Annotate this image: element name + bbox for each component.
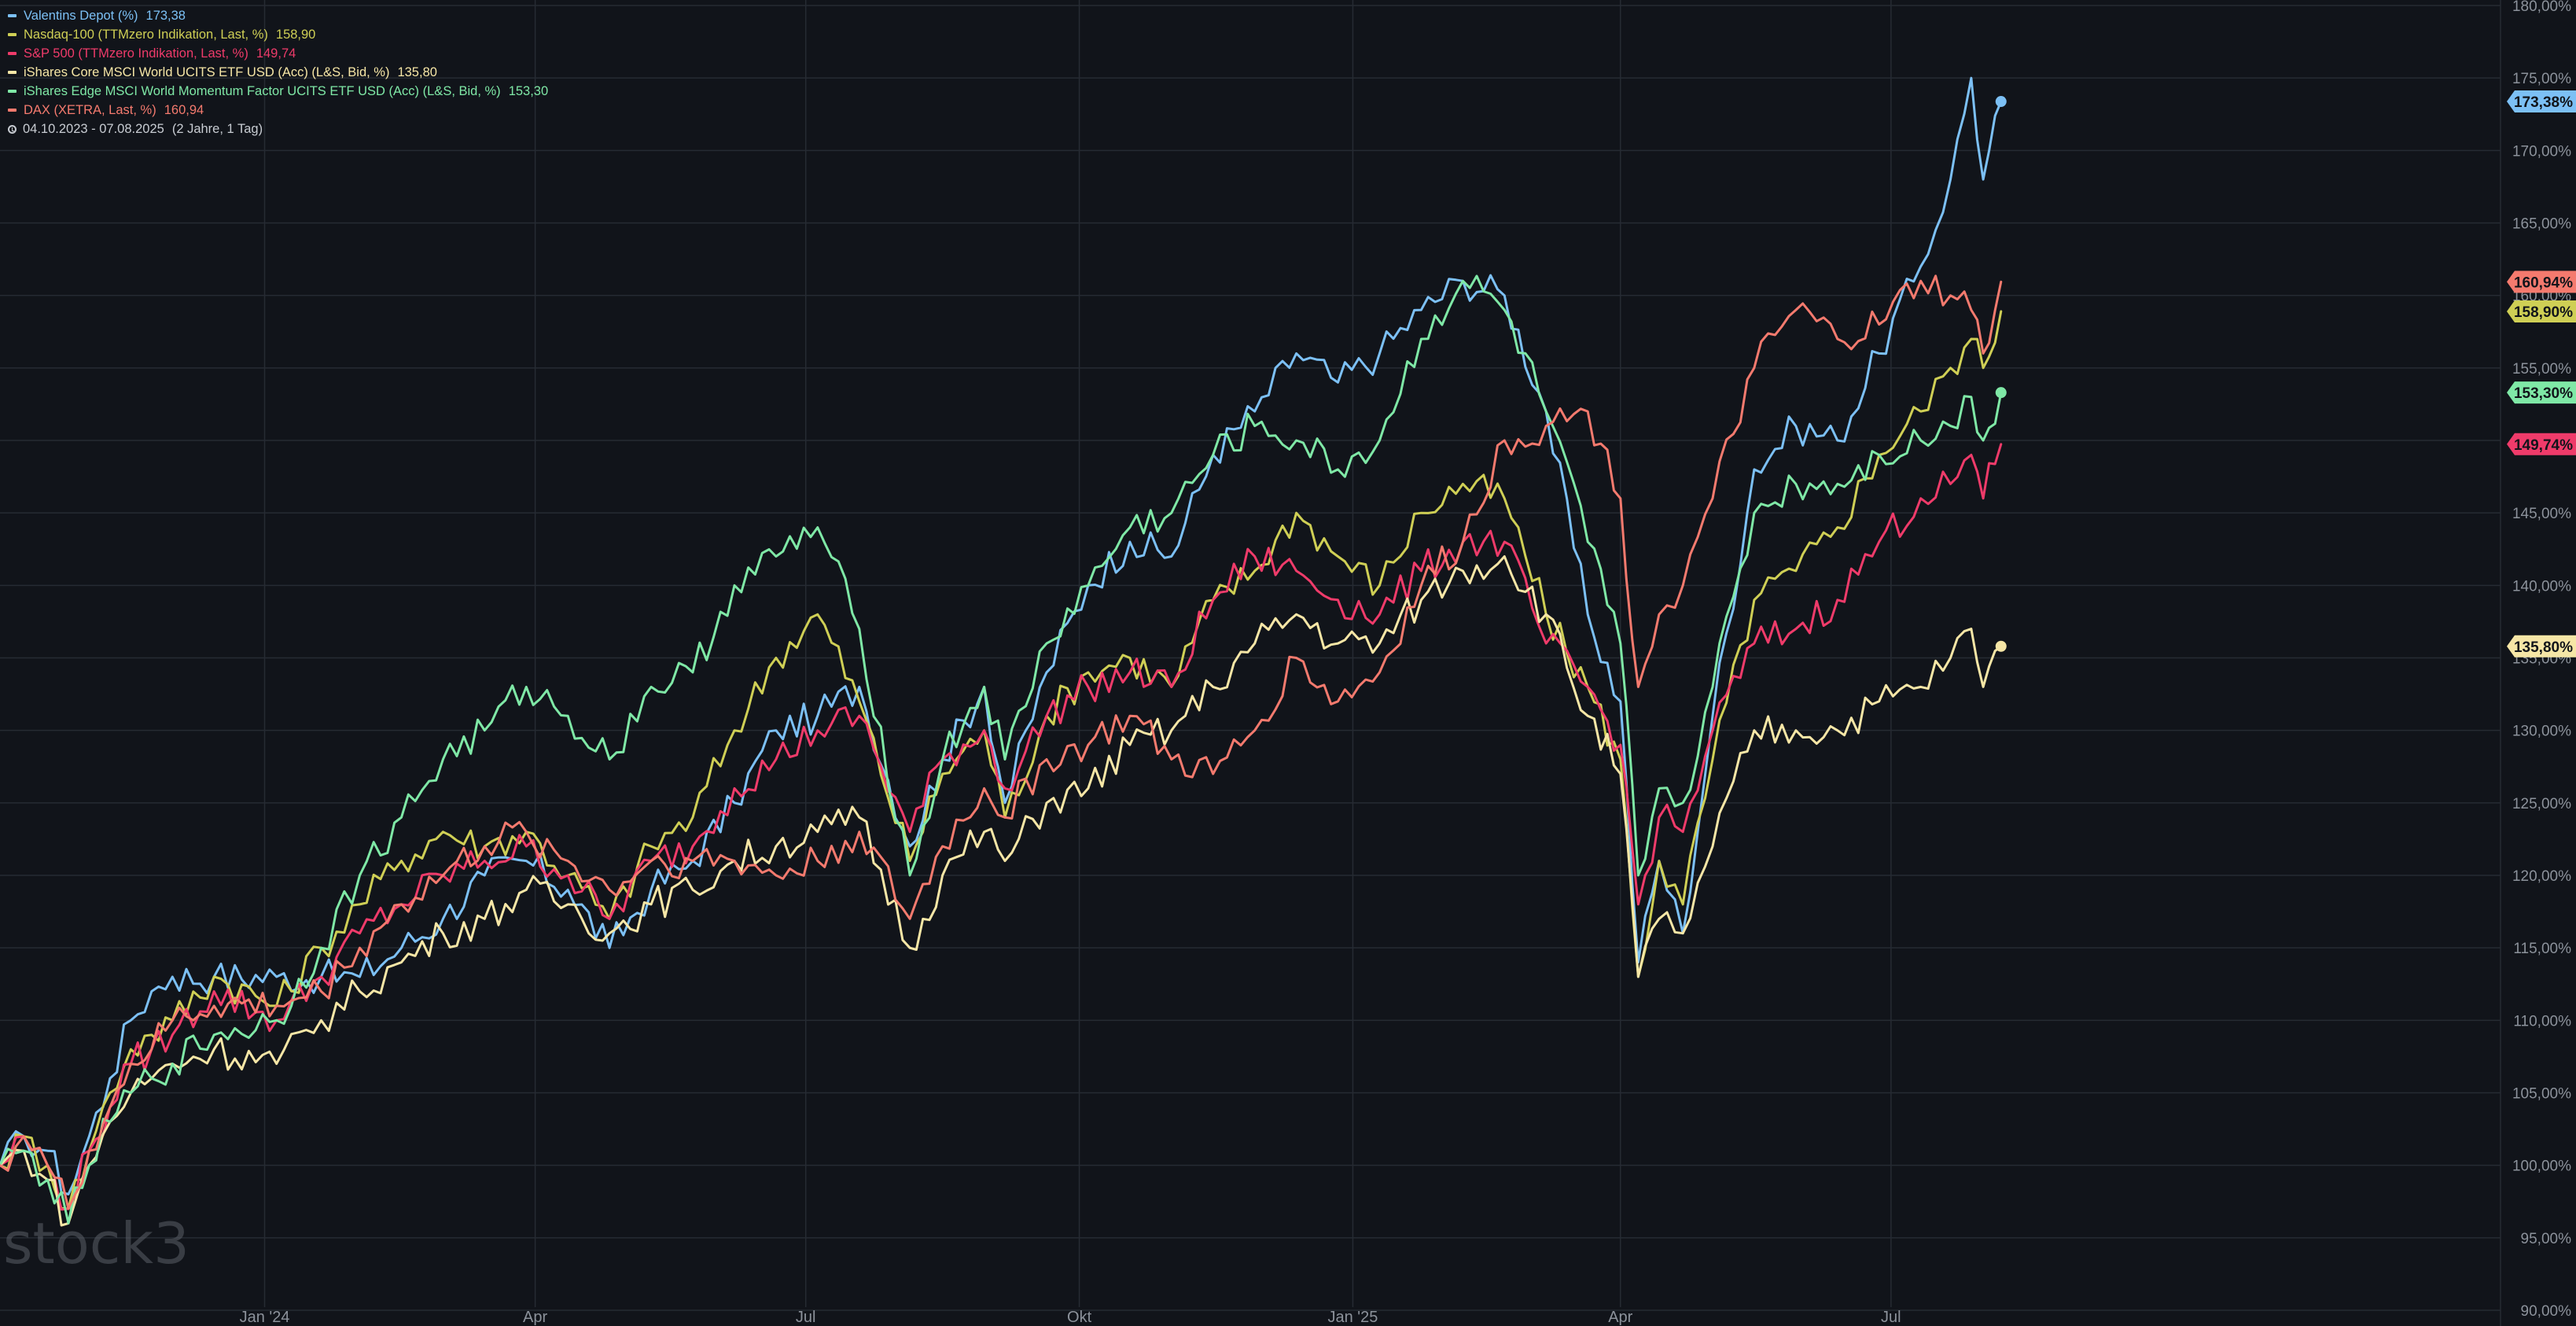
end-value-tag-label: 158,90% [2514, 304, 2573, 321]
series-line [0, 274, 2003, 1210]
end-value-tag-label: 135,80% [2514, 639, 2573, 656]
legend-item[interactable]: Valentins Depot (%) 173,38 [8, 6, 548, 25]
end-value-tag-shape [2507, 90, 2576, 113]
end-value-tag-shape [2507, 635, 2576, 657]
x-tick-label: Jan '24 [240, 1309, 290, 1326]
y-tick-label: 165,00% [2512, 216, 2571, 233]
legend-item-name: Nasdaq-100 (TTMzero Indikation, Last, %) [24, 28, 268, 42]
y-tick-label: 105,00% [2512, 1086, 2571, 1103]
y-tick-label: 175,00% [2512, 71, 2571, 87]
legend-swatch [8, 52, 17, 55]
x-tick-label: Apr [523, 1309, 547, 1326]
y-tick-label: 110,00% [2513, 1013, 2571, 1029]
y-tick-label: 125,00% [2512, 796, 2571, 812]
end-value-tag: 160,94% [2507, 271, 2576, 293]
legend-swatch [8, 14, 17, 17]
series-line [0, 274, 2003, 1225]
end-value-tag-shape [2507, 381, 2576, 404]
y-tick-label: 90,00% [2521, 1303, 2572, 1320]
end-value-tag: 135,80% [2507, 635, 2576, 657]
end-value-tag: 149,74% [2507, 433, 2576, 455]
legend-item-value: 158,90 [275, 28, 316, 42]
y-grid [0, 0, 2501, 1326]
series-line [0, 310, 2003, 1210]
x-tick-label: Jul [1881, 1309, 1901, 1326]
series-line [0, 555, 2003, 1227]
legend-item[interactable]: S&P 500 (TTMzero Indikation, Last, %) 149… [8, 44, 548, 63]
y-tick-label: 180,00% [2512, 0, 2571, 15]
legend-item-name: DAX (XETRA, Last, %) [24, 103, 156, 117]
x-tick-label: Jul [796, 1309, 816, 1326]
legend-item-value: 160,94 [164, 103, 204, 117]
end-value-tag: 158,90% [2507, 300, 2576, 322]
end-value-tag: 173,38% [2507, 90, 2576, 113]
end-value-tag-label: 153,30% [2514, 385, 2573, 402]
legend-item-value: 149,74 [256, 46, 296, 61]
y-tick-label: 145,00% [2512, 506, 2571, 522]
clock-icon [8, 124, 17, 134]
legend-range-detail: (2 Jahre, 1 Tag) [171, 122, 263, 136]
legend-item[interactable]: iShares Core MSCI World UCITS ETF USD (A… [8, 63, 548, 82]
x-tick-label: Jan '25 [1328, 1309, 1378, 1326]
legend-item-value: 173,38 [145, 9, 186, 23]
y-tick-label: 120,00% [2512, 868, 2571, 885]
watermark-logo: stock3 [3, 1210, 190, 1276]
legend-item-name: S&P 500 (TTMzero Indikation, Last, %) [24, 46, 248, 61]
y-tick-label: 170,00% [2512, 143, 2571, 160]
series-end-marker [1995, 96, 2007, 108]
y-tick-label: 100,00% [2512, 1158, 2571, 1175]
legend-swatch [8, 71, 17, 74]
end-value-tag-shape [2507, 271, 2576, 293]
legend-item[interactable]: iShares Edge MSCI World Momentum Factor … [8, 82, 548, 101]
legend-range-text: 04.10.2023 - 07.08.2025 [23, 122, 164, 136]
y-tick-label: 155,00% [2512, 361, 2571, 378]
legend-item[interactable]: DAX (XETRA, Last, %) 160,94 [8, 101, 548, 120]
end-value-tag-label: 160,94% [2514, 274, 2573, 291]
end-value-tag: 153,30% [2507, 381, 2576, 404]
end-value-tag-shape [2507, 433, 2576, 455]
x-grid [263, 0, 1892, 1307]
y-axis-labels: 90,00% 95,00% 100,00% 105,00% 110,00% 115,00%… [2512, 0, 2571, 1320]
legend-item-value: 153,30 [508, 84, 549, 98]
end-value-tags: 173,38% 158,90% 149,74% 135,80% 153,30% 160,9… [2507, 90, 2576, 657]
x-tick-label: Okt [1067, 1309, 1092, 1326]
y-tick-label: 95,00% [2521, 1231, 2572, 1247]
legend-item[interactable]: Nasdaq-100 (TTMzero Indikation, Last, %)… [8, 25, 548, 44]
legend-items: Valentins Depot (%) 173,38 Nasdaq-100 (TTM… [8, 6, 548, 120]
series-end-marker [1995, 387, 2007, 399]
y-tick-label: 115,00% [2513, 941, 2571, 957]
y-tick-label: 130,00% [2512, 724, 2571, 740]
series-line [0, 443, 2003, 1211]
series-line [0, 76, 2003, 1195]
legend: Valentins Depot (%) 173,38 Nasdaq-100 (TTM… [8, 6, 548, 138]
end-value-tag-label: 149,74% [2514, 437, 2573, 454]
legend-swatch [8, 33, 17, 36]
legend-item-name: iShares Core MSCI World UCITS ETF USD (A… [24, 65, 390, 79]
end-value-tag-label: 173,38% [2514, 94, 2573, 111]
legend-swatch [8, 90, 17, 93]
end-value-tag-shape [2507, 300, 2576, 322]
legend-range-row: 04.10.2023 - 07.08.2025 (2 Jahre, 1 Tag) [8, 120, 548, 138]
series-lines [0, 76, 2007, 1227]
y-tick-label: 140,00% [2512, 578, 2571, 595]
series-end-marker [1995, 640, 2007, 652]
legend-item-name: iShares Edge MSCI World Momentum Factor … [24, 84, 501, 98]
legend-item-name: Valentins Depot (%) [24, 9, 138, 23]
legend-swatch [8, 109, 17, 112]
x-axis-labels: Jan '24 Apr Jul Okt Jan '25 Apr Jul [240, 1309, 1901, 1326]
legend-item-value: 135,80 [397, 65, 437, 79]
x-tick-label: Apr [1608, 1309, 1632, 1326]
